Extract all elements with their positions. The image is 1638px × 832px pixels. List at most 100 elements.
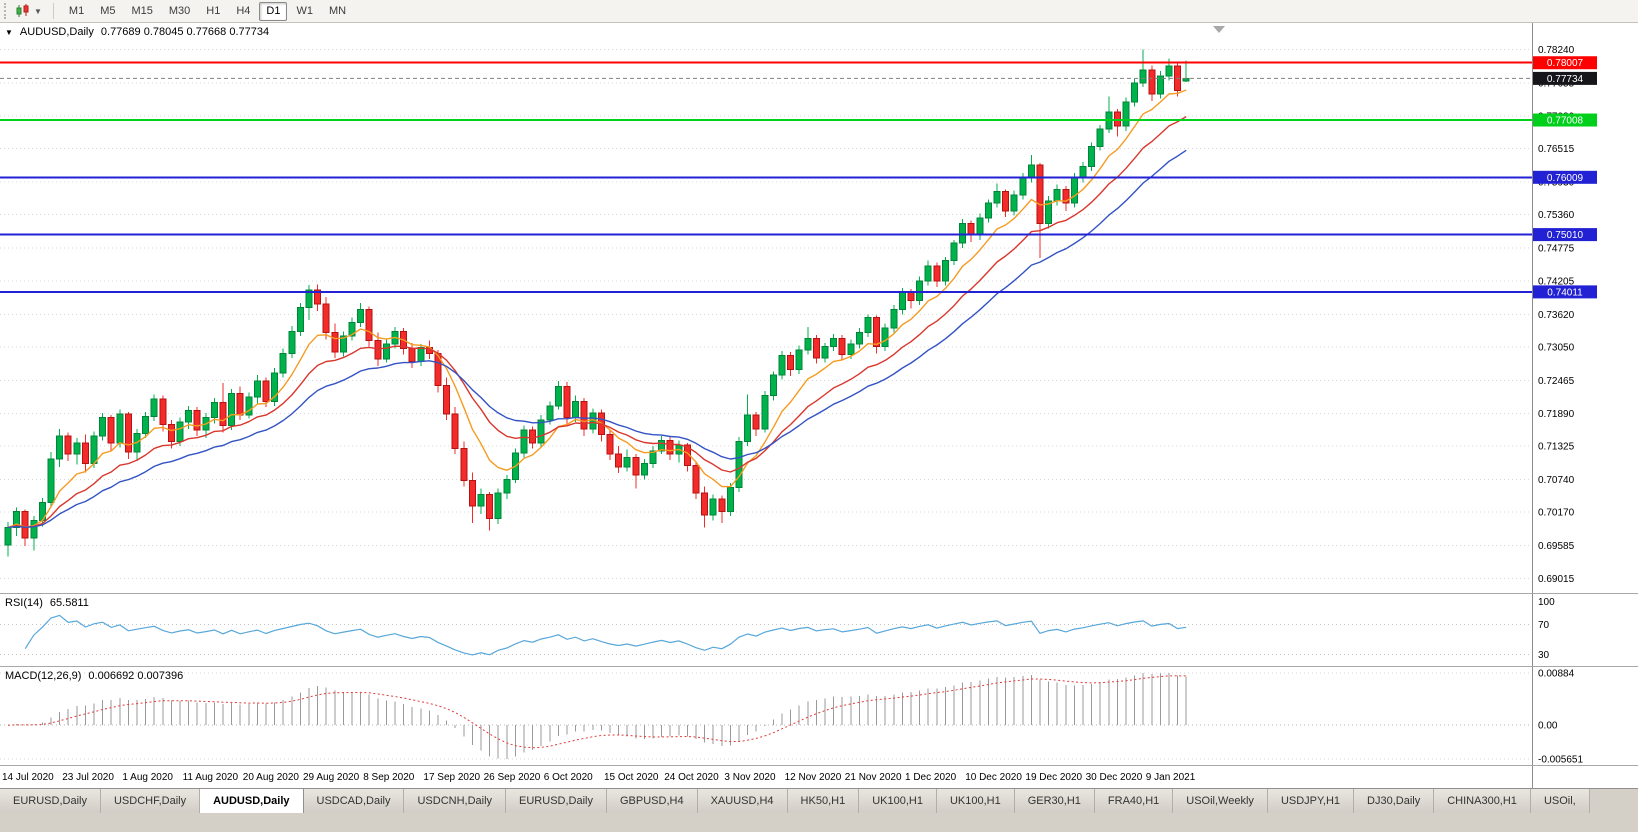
timeframe-button-m15[interactable]: M15 (131, 4, 153, 17)
moving-average-line-26[interactable] (7, 149, 1187, 529)
svg-text:0.69015: 0.69015 (1538, 574, 1575, 585)
macd-chart[interactable]: 0.00884 0.00 -0.005651 (0, 667, 1638, 765)
svg-text:19 Dec 2020: 19 Dec 2020 (1025, 772, 1082, 783)
svg-text:0.77734: 0.77734 (1547, 74, 1584, 85)
price-chart-panel[interactable]: 0.782400.776550.770800.765150.759300.753… (0, 23, 1638, 593)
svg-text:0.75010: 0.75010 (1547, 230, 1584, 241)
price-badge-0.78007[interactable]: 0.78007 (1533, 56, 1597, 70)
svg-text:0.69585: 0.69585 (1538, 541, 1575, 552)
chart-tab-12-fra40-h1[interactable]: FRA40,H1 (1094, 789, 1174, 813)
symbol-dropdown-icon[interactable]: ▼ (5, 28, 13, 37)
svg-text:100: 100 (1538, 597, 1555, 608)
svg-text:10 Dec 2020: 10 Dec 2020 (965, 772, 1022, 783)
macd-histogram (16, 673, 1187, 759)
chart-tab-5-eurusd-daily[interactable]: EURUSD,Daily (506, 789, 607, 813)
chart-tabs-bar: EURUSD,Daily USDCHF,Daily AUDUSD,Daily USDC… (0, 788, 1638, 813)
chart-tab-11-ger30-h1[interactable]: GER30,H1 (1014, 789, 1095, 813)
svg-text:3 Nov 2020: 3 Nov 2020 (724, 772, 776, 783)
chart-tab-10-uk100-h1[interactable]: UK100,H1 (936, 789, 1015, 813)
timeframe-toolbar: ▼ M1 M5 M15 M30 H1 H4 D1 W1 MN (0, 0, 1638, 23)
price-badge-0.74011[interactable]: 0.74011 (1533, 285, 1597, 299)
svg-text:11 Aug 2020: 11 Aug 2020 (183, 772, 239, 783)
timeframe-buttons: M1 M5 M15 M30 H1 H4 D1 W1 MN (61, 1, 354, 21)
price-badge-0.77008[interactable]: 0.77008 (1533, 113, 1597, 127)
svg-text:0.76515: 0.76515 (1538, 144, 1575, 155)
svg-text:24 Oct 2020: 24 Oct 2020 (664, 772, 719, 783)
rsi-axis-labels: 100 70 30 (1538, 597, 1555, 661)
svg-text:0.70170: 0.70170 (1538, 508, 1575, 519)
svg-text:15 Oct 2020: 15 Oct 2020 (604, 772, 659, 783)
timeframe-button-d1[interactable]: D1 (259, 1, 288, 21)
svg-text:0.74011: 0.74011 (1547, 287, 1583, 298)
svg-text:0.71890: 0.71890 (1538, 409, 1575, 420)
chart-tab-17-usoil-[interactable]: USOil, (1530, 789, 1590, 813)
svg-text:0.00884: 0.00884 (1538, 669, 1575, 680)
svg-text:-0.005651: -0.005651 (1538, 755, 1583, 766)
chart-tab-1-usdchf-daily[interactable]: USDCHF,Daily (100, 789, 201, 813)
svg-text:0.74205: 0.74205 (1538, 276, 1575, 287)
toolbar-grip[interactable] (4, 3, 10, 19)
chevron-down-icon[interactable]: ▼ (34, 6, 42, 16)
svg-text:12 Nov 2020: 12 Nov 2020 (785, 772, 842, 783)
chart-tab-2-audusd-daily[interactable]: AUDUSD,Daily (200, 789, 304, 813)
chart-tab-13-usoil-weekly[interactable]: USOil,Weekly (1173, 789, 1268, 813)
moving-average-line-16[interactable] (7, 115, 1187, 529)
chart-tab-6-gbpusd-h4[interactable]: GBPUSD,H4 (607, 789, 698, 813)
current-price-badge[interactable]: 0.77734 (1533, 71, 1597, 85)
chart-tab-14-usdjpy-h1[interactable]: USDJPY,H1 (1267, 789, 1355, 813)
svg-text:14 Jul 2020: 14 Jul 2020 (2, 772, 54, 783)
date-labels: 14 Jul 2020 23 Jul 2020 1 Aug 2020 11 Aug 2… (2, 772, 1196, 783)
rsi-line (24, 614, 1187, 656)
macd-signal-line (7, 675, 1187, 749)
svg-text:26 Sep 2020: 26 Sep 2020 (484, 772, 541, 783)
svg-text:23 Jul 2020: 23 Jul 2020 (62, 772, 114, 783)
svg-text:30: 30 (1538, 650, 1550, 661)
svg-text:0.00: 0.00 (1538, 721, 1558, 732)
price-badge-0.76009[interactable]: 0.76009 (1533, 170, 1597, 184)
chart-tab-16-china300-h1[interactable]: CHINA300,H1 (1434, 789, 1531, 813)
timeframe-button-m5[interactable]: M5 (100, 4, 116, 17)
candlestick-chart-icon[interactable] (15, 4, 31, 18)
chart-shift-marker-icon[interactable] (1213, 26, 1225, 33)
time-axis-labels: 14 Jul 2020 23 Jul 2020 1 Aug 2020 11 Aug 2… (2, 766, 1533, 788)
chart-tab-7-xauusd-h4[interactable]: XAUUSD,H4 (697, 789, 788, 813)
toolbar-separator (52, 3, 54, 19)
timeframe-button-h4[interactable]: H4 (236, 4, 251, 17)
macd-indicator-panel[interactable]: 0.00884 0.00 -0.005651 MACD(12,26,9) 0.006… (0, 666, 1638, 765)
price-gridlines (0, 48, 1532, 579)
rsi-indicator-panel[interactable]: 100 70 30 RSI(14) 65.5811 (0, 593, 1638, 666)
time-axis[interactable]: 14 Jul 2020 23 Jul 2020 1 Aug 2020 11 Aug 2… (0, 765, 1638, 788)
rsi-chart[interactable]: 100 70 30 (0, 594, 1638, 666)
timeframe-button-m30[interactable]: M30 (168, 4, 191, 17)
timeframe-button-h1[interactable]: H1 (206, 4, 221, 17)
svg-text:21 Nov 2020: 21 Nov 2020 (845, 772, 902, 783)
candlestick-chart[interactable]: 0.782400.776550.770800.765150.759300.753… (0, 23, 1638, 593)
svg-text:0.77008: 0.77008 (1547, 116, 1584, 127)
svg-text:0.73620: 0.73620 (1538, 310, 1575, 321)
chart-tab-4-usdcnh-daily[interactable]: USDCNH,Daily (404, 789, 507, 813)
candles-layer[interactable] (4, 49, 1190, 557)
svg-text:70: 70 (1538, 620, 1550, 631)
chart-tab-0-eurusd-daily[interactable]: EURUSD,Daily (0, 789, 101, 813)
chart-tab-8-hk50-h1[interactable]: HK50,H1 (787, 789, 860, 813)
svg-text:0.71325: 0.71325 (1538, 441, 1575, 452)
timeframe-button-w1[interactable]: W1 (296, 4, 313, 17)
svg-text:0.78240: 0.78240 (1538, 45, 1575, 56)
timeframe-button-m1[interactable]: M1 (68, 4, 85, 17)
svg-text:0.76009: 0.76009 (1547, 173, 1584, 184)
moving-average-line-8[interactable] (7, 89, 1187, 529)
price-badge-0.75010[interactable]: 0.75010 (1533, 228, 1597, 242)
svg-text:0.74775: 0.74775 (1538, 244, 1575, 255)
svg-text:0.78007: 0.78007 (1547, 58, 1584, 69)
svg-text:29 Aug 2020: 29 Aug 2020 (303, 772, 360, 783)
timeframe-button-mn[interactable]: MN (328, 4, 347, 17)
chart-tab-9-uk100-h1[interactable]: UK100,H1 (859, 789, 937, 813)
chart-tab-15-dj30-daily[interactable]: DJ30,Daily (1354, 789, 1435, 813)
svg-text:1 Dec 2020: 1 Dec 2020 (905, 772, 957, 783)
svg-text:20 Aug 2020: 20 Aug 2020 (243, 772, 300, 783)
chart-tab-3-usdcad-daily[interactable]: USDCAD,Daily (303, 789, 405, 813)
svg-text:17 Sep 2020: 17 Sep 2020 (423, 772, 480, 783)
svg-text:0.70740: 0.70740 (1538, 475, 1575, 486)
svg-text:6 Oct 2020: 6 Oct 2020 (544, 772, 593, 783)
